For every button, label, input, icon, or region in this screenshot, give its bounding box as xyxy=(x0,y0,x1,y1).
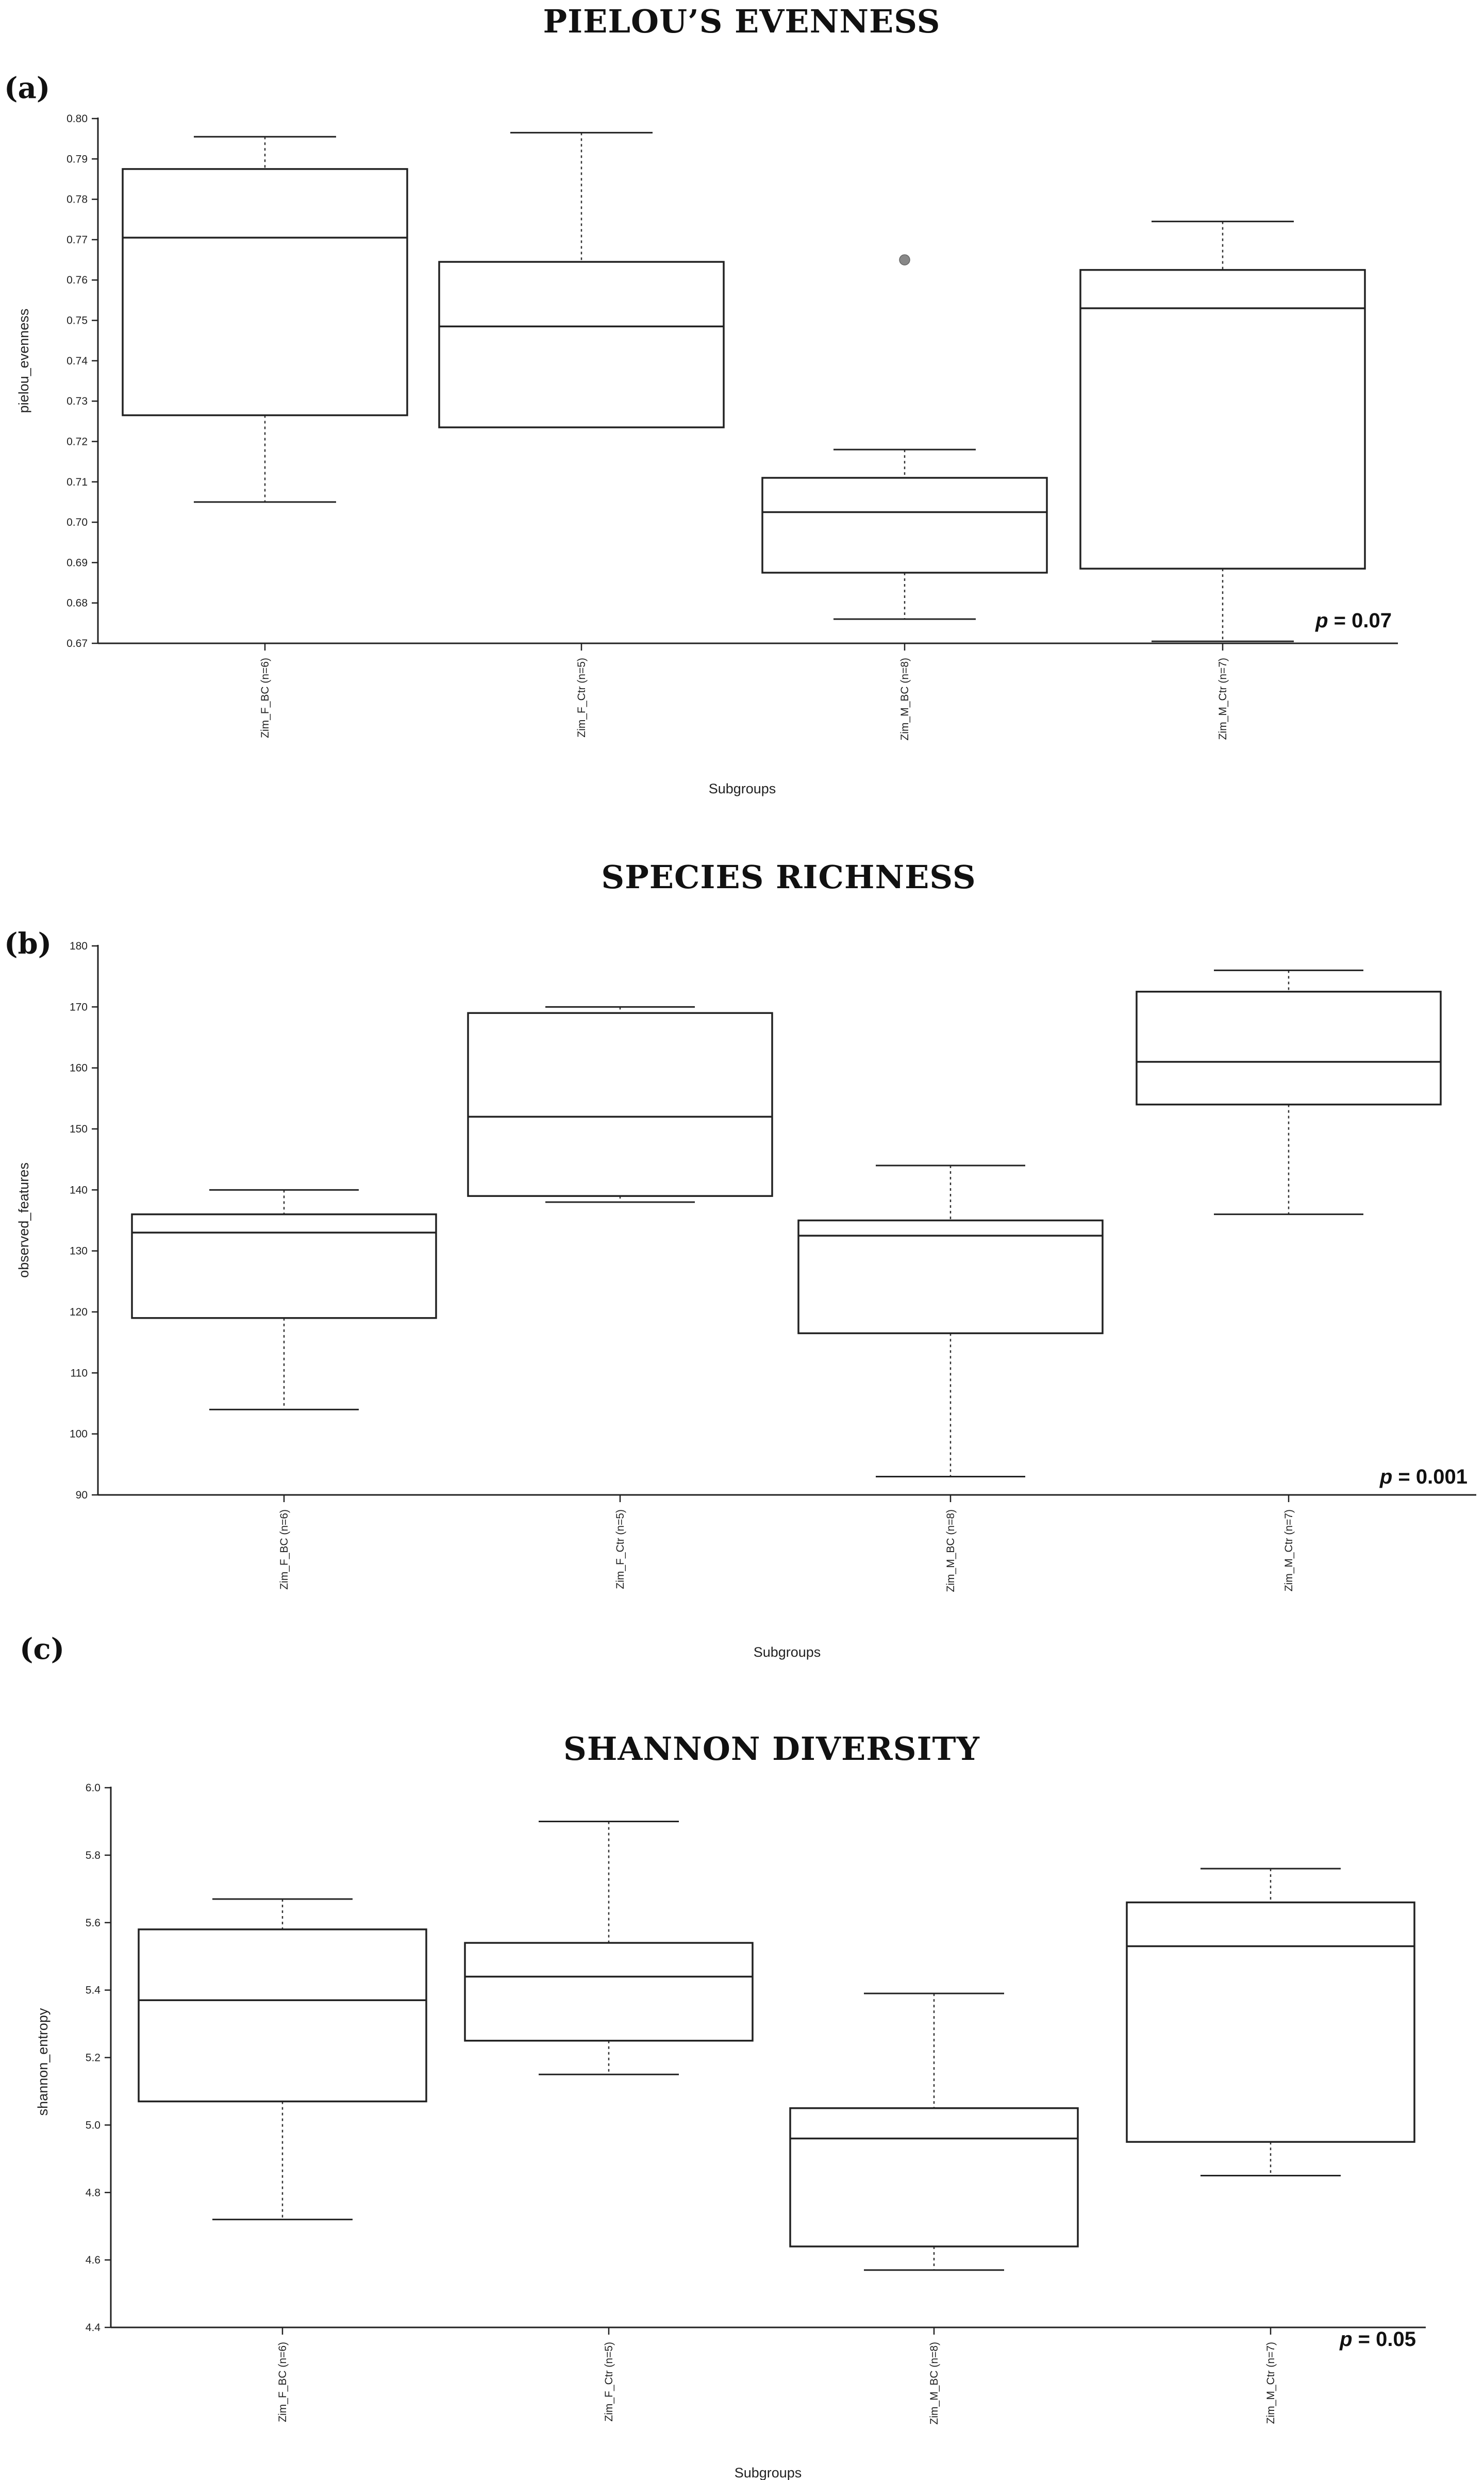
x-axis-label: Subgroups xyxy=(709,781,776,796)
y-tick-label: 0.72 xyxy=(66,436,88,447)
y-tick-label: 160 xyxy=(70,1062,88,1074)
box-iqr xyxy=(122,168,408,417)
x-tick-label: Zim_M_Ctr (n=7) xyxy=(1283,1509,1295,1591)
panel-label: (c) xyxy=(20,1632,64,1666)
p-value-text: = 0.07 xyxy=(1328,609,1392,632)
y-tick-label: 4.8 xyxy=(86,2187,101,2199)
box-iqr xyxy=(761,477,1048,574)
x-tick-label: Zim_F_Ctr (n=5) xyxy=(614,1509,626,1589)
y-tick-label: 90 xyxy=(76,1489,88,1501)
y-tick-label: 150 xyxy=(70,1123,88,1135)
box-iqr xyxy=(1126,1901,1415,2143)
panel-label: (a) xyxy=(4,71,50,105)
x-tick-label: Zim_M_Ctr (n=7) xyxy=(1217,658,1229,740)
y-tick-label: 6.0 xyxy=(86,1782,101,1794)
y-tick-label: 0.70 xyxy=(66,517,88,528)
panel-b-species-richness: SPECIES RICHNESS (b) 90 100 110 120 130 140 15… xyxy=(4,858,1476,1660)
plot-area: 90 100 110 120 130 140 150 160 170 180 Zim_F_BC (n… xyxy=(70,940,1476,1592)
p-symbol: p xyxy=(1339,2328,1352,2351)
x-axis-label: Subgroups xyxy=(735,2465,802,2480)
y-tick-label: 0.75 xyxy=(66,315,88,327)
p-value-annotation: p = 0.001 xyxy=(1379,1466,1468,1488)
chart-title: PIELOU’S EVENNESS xyxy=(543,3,941,40)
y-tick-label: 0.80 xyxy=(66,113,88,125)
y-tick-label: 0.71 xyxy=(66,476,88,488)
y-tick-label: 0.79 xyxy=(66,153,88,165)
x-tick-label: Zim_M_BC (n=8) xyxy=(928,2342,940,2424)
x-tick-label: Zim_M_BC (n=8) xyxy=(945,1509,957,1592)
y-axis-label: pielou_evenness xyxy=(16,309,31,413)
panel-a-pielou-evenness: PIELOU’S EVENNESS (a) 0.670.680.690.700.… xyxy=(4,3,1398,796)
y-tick-label: 0.78 xyxy=(66,194,88,206)
x-tick-label: Zim_F_Ctr (n=5) xyxy=(603,2342,615,2422)
y-tick-label: 4.6 xyxy=(86,2254,101,2266)
y-tick-label: 5.2 xyxy=(86,2052,101,2064)
panel-label: (b) xyxy=(4,927,52,961)
box-iqr xyxy=(464,1942,754,2042)
p-value-text: = 0.05 xyxy=(1353,2328,1416,2351)
p-value-text: = 0.001 xyxy=(1392,1466,1468,1488)
y-tick-label: 0.77 xyxy=(66,234,88,246)
box-iqr xyxy=(467,1012,773,1197)
y-tick-label: 0.67 xyxy=(66,638,88,650)
box-iqr xyxy=(797,1219,1104,1335)
y-tick-label: 110 xyxy=(71,1367,88,1379)
p-symbol: p xyxy=(1315,609,1328,632)
box-iqr xyxy=(789,2107,1079,2248)
y-tick-label: 0.73 xyxy=(66,395,88,407)
plot-area: 4.4 4.6 4.8 5.0 5.2 5.4 5.6 5.8 6.0 Zim_F_BC (n=6… xyxy=(86,1782,1426,2424)
y-tick-label: 140 xyxy=(70,1184,88,1196)
chart-title: SHANNON DIVERSITY xyxy=(563,1730,980,1768)
y-axis-label: shannon_entropy xyxy=(35,2008,51,2116)
y-tick-label: 0.69 xyxy=(66,557,88,569)
y-tick-label: 5.4 xyxy=(86,1985,101,1996)
y-tick-label: 0.68 xyxy=(66,597,88,609)
plot-area: 0.67 0.68 0.69 0.70 0.71 0.72 0.73 0.74 0.75 0.76… xyxy=(66,113,1398,740)
box-iqr xyxy=(1079,269,1366,570)
y-tick-label: 100 xyxy=(70,1428,88,1440)
panel-c-shannon-diversity: SHANNON DIVERSITY (c) 4.4 4.6 4.8 5.0 5.2 5.4… xyxy=(20,1632,1426,2480)
box-iqr xyxy=(438,261,725,428)
outlier-point xyxy=(899,254,910,265)
y-tick-label: 130 xyxy=(70,1245,88,1257)
y-tick-label: 5.8 xyxy=(86,1850,101,1861)
x-tick-label: Zim_M_Ctr (n=7) xyxy=(1265,2342,1277,2424)
x-tick-label: Zim_F_BC (n=6) xyxy=(259,658,271,738)
y-axis-label: observed_features xyxy=(16,1162,31,1278)
y-tick-label: 170 xyxy=(70,1001,88,1013)
y-tick-label: 5.0 xyxy=(86,2119,101,2131)
y-tick-label: 0.74 xyxy=(66,355,88,367)
box-iqr xyxy=(1136,991,1442,1106)
p-value-annotation: p = 0.05 xyxy=(1339,2328,1416,2351)
y-tick-label: 5.6 xyxy=(86,1917,101,1929)
box-iqr xyxy=(131,1213,437,1319)
y-tick-label: 4.4 xyxy=(86,2322,101,2334)
x-tick-label: Zim_M_BC (n=8) xyxy=(899,658,911,740)
p-symbol: p xyxy=(1379,1466,1392,1488)
y-tick-label: 0.76 xyxy=(66,274,88,286)
y-tick-label: 120 xyxy=(70,1306,88,1318)
p-value-annotation: p = 0.07 xyxy=(1315,609,1392,632)
y-tick-label: 180 xyxy=(70,940,88,952)
x-tick-label: Zim_F_Ctr (n=5) xyxy=(576,658,588,738)
x-tick-label: Zim_F_BC (n=6) xyxy=(277,2342,289,2422)
box-iqr xyxy=(138,1928,427,2103)
chart-title: SPECIES RICHNESS xyxy=(601,858,976,896)
x-axis-label: Subgroups xyxy=(754,1644,821,1660)
x-tick-label: Zim_F_BC (n=6) xyxy=(278,1509,290,1590)
